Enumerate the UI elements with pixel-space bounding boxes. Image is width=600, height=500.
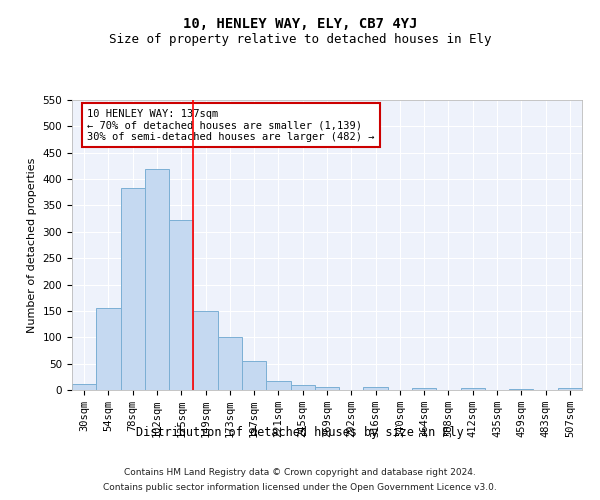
Bar — [364, 388, 388, 390]
Text: Contains HM Land Registry data © Crown copyright and database right 2024.: Contains HM Land Registry data © Crown c… — [124, 468, 476, 477]
Bar — [315, 388, 339, 390]
Bar — [266, 380, 290, 390]
Bar — [509, 389, 533, 390]
Bar — [121, 188, 145, 390]
Bar — [412, 388, 436, 390]
Text: Contains public sector information licensed under the Open Government Licence v3: Contains public sector information licen… — [103, 483, 497, 492]
Bar — [558, 388, 582, 390]
Bar — [290, 384, 315, 390]
Text: 10, HENLEY WAY, ELY, CB7 4YJ: 10, HENLEY WAY, ELY, CB7 4YJ — [183, 18, 417, 32]
Bar — [218, 338, 242, 390]
Y-axis label: Number of detached properties: Number of detached properties — [27, 158, 37, 332]
Bar — [96, 308, 121, 390]
Bar — [145, 168, 169, 390]
Bar — [242, 361, 266, 390]
Text: Distribution of detached houses by size in Ely: Distribution of detached houses by size … — [136, 426, 464, 439]
Bar — [461, 388, 485, 390]
Bar — [169, 220, 193, 390]
Text: 10 HENLEY WAY: 137sqm
← 70% of detached houses are smaller (1,139)
30% of semi-d: 10 HENLEY WAY: 137sqm ← 70% of detached … — [88, 108, 375, 142]
Text: Size of property relative to detached houses in Ely: Size of property relative to detached ho… — [109, 32, 491, 46]
Bar — [72, 384, 96, 390]
Bar — [193, 311, 218, 390]
